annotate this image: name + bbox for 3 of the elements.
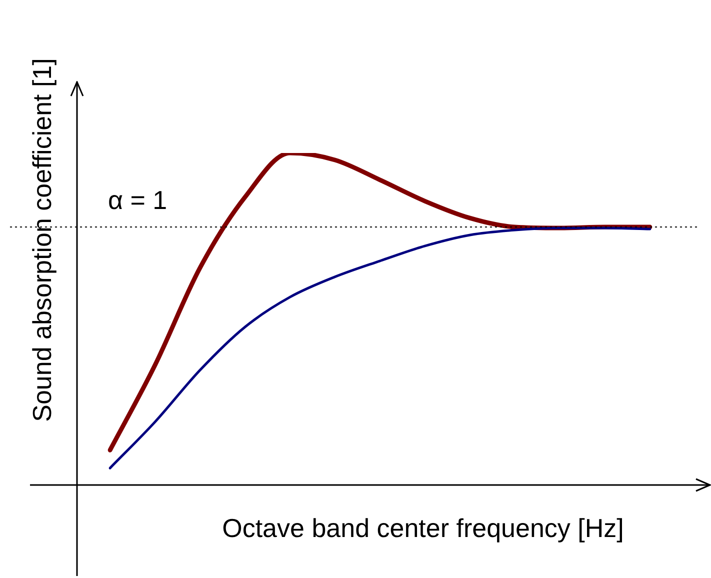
ref-line-label: α = 1 bbox=[108, 185, 168, 216]
x-axis-title: Octave band center frequency [Hz] bbox=[222, 513, 624, 544]
y-axis-title: Sound absorption coefficient [1] bbox=[27, 58, 58, 422]
